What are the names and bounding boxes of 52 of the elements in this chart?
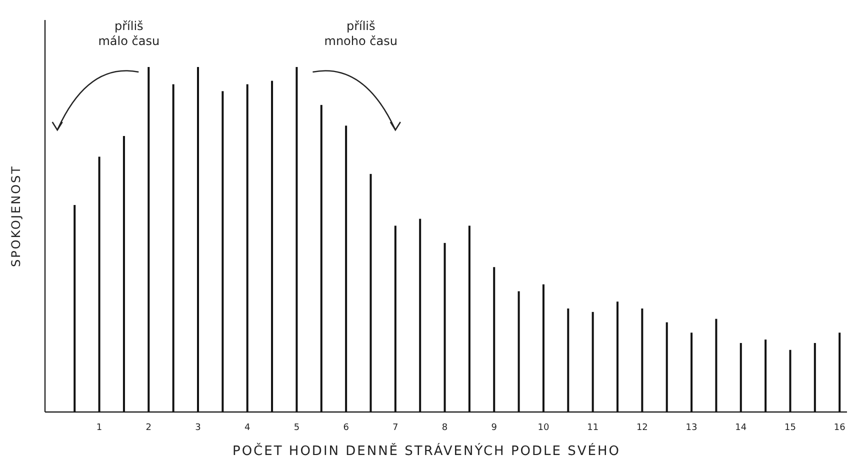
bar xyxy=(345,126,348,412)
bar xyxy=(98,156,100,412)
bar xyxy=(74,205,76,412)
bar xyxy=(148,67,150,412)
x-tick-label: 16 xyxy=(834,423,846,433)
bar xyxy=(370,174,372,412)
x-tick-label: 13 xyxy=(686,423,698,433)
x-axis-title: POČET HODIN DENNĚ STRÁVENÝCH PODLE SVÉHO xyxy=(232,442,621,459)
x-tick-label: 3 xyxy=(195,423,201,433)
bar xyxy=(838,332,841,412)
bar xyxy=(320,104,322,412)
y-axis-title: SPOKOJENOST xyxy=(9,165,23,267)
x-tick-label: 14 xyxy=(735,423,747,433)
x-tick-label: 2 xyxy=(146,423,152,433)
x-tick-label: 7 xyxy=(392,423,398,433)
bar xyxy=(641,308,644,412)
bar xyxy=(666,322,668,412)
bar xyxy=(122,136,125,412)
x-tick-label: 10 xyxy=(538,423,550,433)
bar xyxy=(764,340,767,412)
text: příliš málo času xyxy=(98,19,160,48)
x-tick-label: 15 xyxy=(784,423,796,433)
bar xyxy=(789,350,792,412)
bar xyxy=(690,332,693,412)
bar xyxy=(814,343,816,412)
bar xyxy=(444,242,446,412)
bar xyxy=(394,226,396,412)
bar xyxy=(222,91,224,412)
bar xyxy=(740,343,742,412)
bar xyxy=(715,318,718,412)
x-tick-label: 9 xyxy=(491,423,498,433)
bar xyxy=(493,267,496,412)
bar xyxy=(172,84,174,412)
bar xyxy=(542,284,544,412)
bar xyxy=(246,84,248,412)
bar xyxy=(567,308,570,412)
bar xyxy=(296,67,298,412)
x-tick-label: 11 xyxy=(587,423,599,433)
bar xyxy=(468,226,470,412)
bar xyxy=(592,312,594,412)
bar xyxy=(616,302,619,412)
bar xyxy=(271,80,274,412)
bar xyxy=(518,291,520,412)
bar xyxy=(419,218,422,412)
x-tick-label: 12 xyxy=(636,423,648,433)
x-tick-label: 4 xyxy=(244,423,250,433)
text: příliš mnoho času xyxy=(324,19,398,48)
x-tick-label: 1 xyxy=(96,423,102,433)
x-tick-label: 8 xyxy=(442,423,448,433)
x-tick-label: 6 xyxy=(343,423,350,433)
x-tick-label: 5 xyxy=(294,423,300,433)
bar xyxy=(196,67,199,412)
